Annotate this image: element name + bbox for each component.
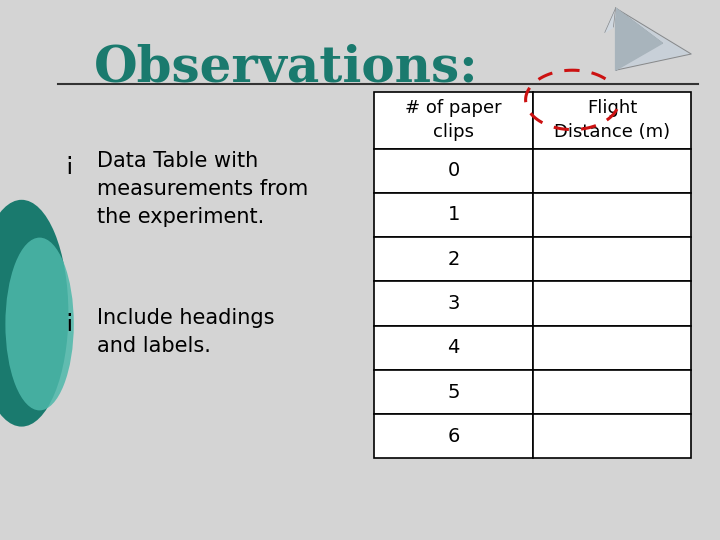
Bar xyxy=(533,414,691,458)
Bar xyxy=(533,193,691,237)
Bar xyxy=(533,148,691,193)
Bar xyxy=(374,193,533,237)
Text: 2: 2 xyxy=(447,249,460,269)
Text: 0: 0 xyxy=(447,161,460,180)
Bar xyxy=(533,237,691,281)
Ellipse shape xyxy=(5,238,74,410)
Bar xyxy=(374,237,533,281)
Text: Include headings
and labels.: Include headings and labels. xyxy=(97,308,275,356)
Bar xyxy=(374,326,533,370)
Polygon shape xyxy=(605,8,616,32)
Text: Data Table with
measurements from
the experiment.: Data Table with measurements from the ex… xyxy=(97,151,308,227)
Text: ¡: ¡ xyxy=(65,308,74,332)
Text: Observations:: Observations: xyxy=(94,43,478,92)
Bar xyxy=(374,148,533,193)
Polygon shape xyxy=(616,8,662,70)
Polygon shape xyxy=(616,8,691,70)
Bar xyxy=(374,370,533,414)
Text: 6: 6 xyxy=(447,427,460,446)
Bar xyxy=(533,370,691,414)
Bar xyxy=(533,281,691,326)
Text: # of paper
clips: # of paper clips xyxy=(405,99,502,141)
Bar xyxy=(374,281,533,326)
Text: 4: 4 xyxy=(447,338,460,357)
Bar xyxy=(374,414,533,458)
Text: ¡: ¡ xyxy=(65,151,74,175)
Text: Flight
Distance (m): Flight Distance (m) xyxy=(554,99,670,141)
Text: 1: 1 xyxy=(447,205,460,225)
Text: 5: 5 xyxy=(447,382,460,402)
Text: 3: 3 xyxy=(447,294,460,313)
Bar xyxy=(533,92,691,148)
Bar xyxy=(533,326,691,370)
Bar xyxy=(374,92,533,148)
Ellipse shape xyxy=(0,200,68,427)
